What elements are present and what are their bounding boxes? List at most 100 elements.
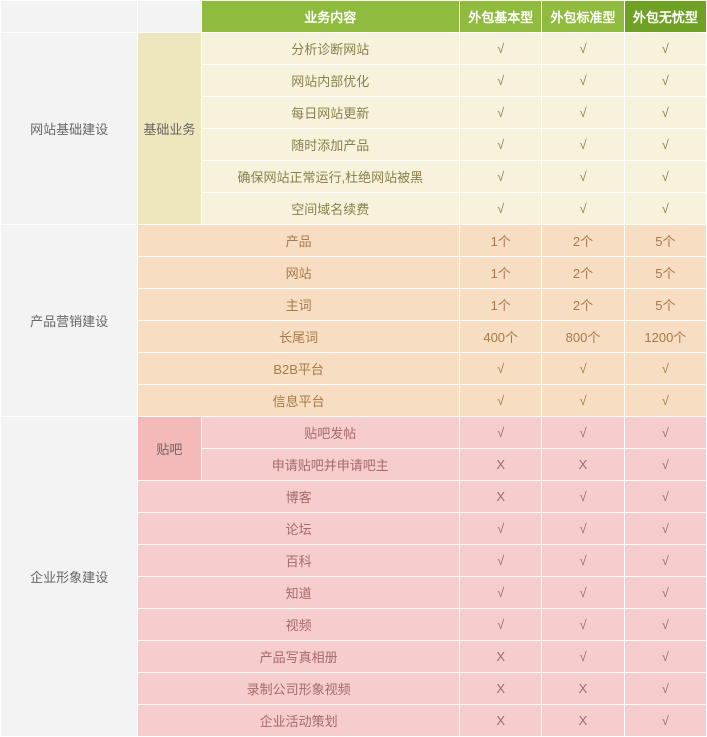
plan-value-cell: 2个 — [542, 289, 624, 321]
plan-value-cell: √ — [624, 161, 706, 193]
plan-value-cell: 1个 — [460, 257, 542, 289]
content-cell: 申请贴吧并申请吧主 — [201, 449, 460, 481]
content-cell: 长尾词 — [138, 321, 460, 353]
plan-value-cell: √ — [542, 545, 624, 577]
category-cell: 网站基础建设 — [1, 33, 138, 225]
subcategory-cell: 基础业务 — [138, 33, 201, 225]
plan-value-cell: √ — [624, 385, 706, 417]
plan-value-cell: √ — [624, 513, 706, 545]
header-content: 业务内容 — [201, 1, 460, 33]
plan-value-cell: √ — [542, 513, 624, 545]
table-row: 网站基础建设基础业务分析诊断网站√√√ — [1, 33, 707, 65]
plan-value-cell: √ — [460, 577, 542, 609]
content-cell: 百科 — [138, 545, 460, 577]
table-row: 企业形象建设贴吧贴吧发帖√√√ — [1, 417, 707, 449]
plan-value-cell: X — [460, 705, 542, 737]
content-cell: 分析诊断网站 — [201, 33, 460, 65]
plan-value-cell: 1个 — [460, 289, 542, 321]
plan-value-cell: √ — [460, 417, 542, 449]
table-header-row: 业务内容 外包基本型 外包标准型 外包无忧型 — [1, 1, 707, 33]
plan-value-cell: √ — [542, 641, 624, 673]
plan-value-cell: 1个 — [460, 225, 542, 257]
plan-value-cell: √ — [542, 353, 624, 385]
content-cell: 主词 — [138, 289, 460, 321]
plan-value-cell: √ — [624, 609, 706, 641]
plan-value-cell: √ — [624, 129, 706, 161]
plan-value-cell: X — [460, 641, 542, 673]
header-plan-basic: 外包基本型 — [460, 1, 542, 33]
plan-value-cell: 400个 — [460, 321, 542, 353]
content-cell: 每日网站更新 — [201, 97, 460, 129]
plan-value-cell: X — [542, 673, 624, 705]
plan-value-cell: √ — [542, 609, 624, 641]
category-cell: 企业形象建设 — [1, 417, 138, 737]
content-cell: 信息平台 — [138, 385, 460, 417]
plan-value-cell: √ — [542, 417, 624, 449]
plan-value-cell: √ — [542, 65, 624, 97]
content-cell: 网站内部优化 — [201, 65, 460, 97]
plan-value-cell: 2个 — [542, 257, 624, 289]
plan-value-cell: √ — [460, 161, 542, 193]
plan-value-cell: 2个 — [542, 225, 624, 257]
content-cell: 博客 — [138, 481, 460, 513]
table-row: 产品营销建设产品1个2个5个 — [1, 225, 707, 257]
plan-value-cell: √ — [460, 97, 542, 129]
plan-value-cell: √ — [460, 33, 542, 65]
service-comparison-table: 业务内容 外包基本型 外包标准型 外包无忧型 网站基础建设基础业务分析诊断网站√… — [0, 0, 707, 737]
plan-value-cell: √ — [542, 97, 624, 129]
content-cell: 随时添加产品 — [201, 129, 460, 161]
plan-value-cell: 5个 — [624, 257, 706, 289]
plan-value-cell: X — [460, 673, 542, 705]
content-cell: 知道 — [138, 577, 460, 609]
plan-value-cell: √ — [460, 129, 542, 161]
content-cell: B2B平台 — [138, 353, 460, 385]
content-cell: 产品 — [138, 225, 460, 257]
content-cell: 贴吧发帖 — [201, 417, 460, 449]
plan-value-cell: √ — [542, 193, 624, 225]
plan-value-cell: X — [542, 705, 624, 737]
plan-value-cell: √ — [624, 449, 706, 481]
header-blank-2 — [138, 1, 201, 33]
header-blank-1 — [1, 1, 138, 33]
plan-value-cell: √ — [460, 65, 542, 97]
plan-value-cell: 800个 — [542, 321, 624, 353]
plan-value-cell: X — [460, 481, 542, 513]
content-cell: 确保网站正常运行,杜绝网站被黑 — [201, 161, 460, 193]
plan-value-cell: √ — [542, 129, 624, 161]
header-plan-premium: 外包无忧型 — [624, 1, 706, 33]
plan-value-cell: √ — [624, 481, 706, 513]
plan-value-cell: √ — [624, 33, 706, 65]
plan-value-cell: X — [542, 449, 624, 481]
plan-value-cell: √ — [460, 353, 542, 385]
plan-value-cell: √ — [624, 417, 706, 449]
plan-value-cell: √ — [624, 577, 706, 609]
plan-value-cell: √ — [460, 513, 542, 545]
plan-value-cell: √ — [542, 481, 624, 513]
plan-value-cell: √ — [624, 193, 706, 225]
plan-value-cell: √ — [624, 545, 706, 577]
content-cell: 企业活动策划 — [138, 705, 460, 737]
plan-value-cell: √ — [460, 193, 542, 225]
content-cell: 录制公司形象视频 — [138, 673, 460, 705]
plan-value-cell: √ — [624, 353, 706, 385]
plan-value-cell: √ — [624, 97, 706, 129]
plan-value-cell: √ — [542, 33, 624, 65]
plan-value-cell: √ — [624, 705, 706, 737]
plan-value-cell: √ — [460, 609, 542, 641]
plan-value-cell: √ — [460, 385, 542, 417]
plan-value-cell: X — [460, 449, 542, 481]
plan-value-cell: √ — [542, 385, 624, 417]
content-cell: 视频 — [138, 609, 460, 641]
plan-value-cell: 5个 — [624, 225, 706, 257]
plan-value-cell: √ — [624, 641, 706, 673]
plan-value-cell: √ — [542, 161, 624, 193]
header-plan-standard: 外包标准型 — [542, 1, 624, 33]
content-cell: 网站 — [138, 257, 460, 289]
plan-value-cell: √ — [542, 577, 624, 609]
content-cell: 论坛 — [138, 513, 460, 545]
plan-value-cell: 5个 — [624, 289, 706, 321]
subcategory-cell: 贴吧 — [138, 417, 201, 481]
content-cell: 产品写真相册 — [138, 641, 460, 673]
plan-value-cell: √ — [624, 673, 706, 705]
plan-value-cell: √ — [624, 65, 706, 97]
